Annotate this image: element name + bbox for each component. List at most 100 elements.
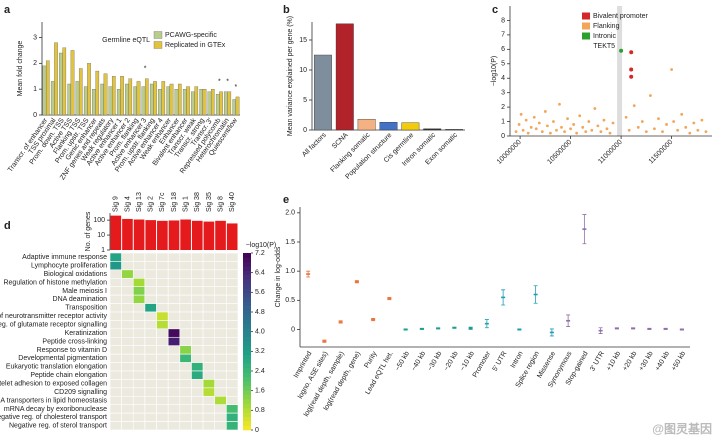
empty-cell bbox=[167, 320, 181, 330]
empty-cell bbox=[132, 303, 146, 313]
cell bbox=[132, 277, 146, 288]
empty-cell bbox=[191, 387, 204, 397]
row-label: ABCA transporters in lipid homeostasis bbox=[0, 397, 107, 404]
empty-cell bbox=[144, 328, 157, 338]
empty-cell bbox=[214, 353, 227, 363]
empty-cell bbox=[167, 261, 181, 271]
point bbox=[419, 328, 424, 330]
point bbox=[529, 125, 533, 129]
empty-cell bbox=[132, 252, 146, 262]
bar bbox=[401, 122, 420, 131]
x-tick-label: 11000000 bbox=[597, 139, 624, 166]
empty-cell bbox=[109, 379, 122, 389]
row-label: Male meiosis I bbox=[62, 288, 107, 295]
colorbar-tick-label: 0.8 bbox=[255, 407, 265, 414]
colorbar-segment bbox=[243, 350, 251, 356]
bar bbox=[50, 81, 55, 116]
bar bbox=[210, 89, 215, 116]
bar bbox=[177, 83, 182, 116]
bar bbox=[95, 70, 100, 116]
point bbox=[598, 329, 603, 332]
point bbox=[684, 125, 688, 129]
point bbox=[624, 115, 628, 119]
empty-cell bbox=[191, 303, 204, 313]
empty-cell bbox=[214, 379, 227, 389]
colorbar-segment bbox=[243, 345, 251, 351]
bar bbox=[108, 86, 113, 116]
x-tick-label: −30 kb bbox=[427, 350, 444, 372]
bar bbox=[166, 86, 171, 116]
panel-label: e bbox=[283, 194, 289, 206]
y-tick-label: 2.0 bbox=[285, 210, 295, 217]
y-tick-label: 2 bbox=[501, 104, 505, 111]
x-tick-label: +10 kb bbox=[606, 350, 623, 372]
y-axis-label: Mean fold change bbox=[17, 41, 24, 97]
empty-cell bbox=[179, 387, 192, 397]
empty-cell bbox=[144, 311, 157, 321]
empty-cell bbox=[144, 294, 157, 304]
point bbox=[582, 228, 587, 230]
point bbox=[566, 117, 569, 121]
y-tick-label: 0 bbox=[303, 127, 307, 134]
empty-cell bbox=[191, 353, 204, 363]
empty-cell bbox=[214, 320, 227, 330]
cell bbox=[109, 252, 122, 262]
empty-cell bbox=[191, 336, 204, 347]
bar bbox=[128, 78, 133, 116]
bar bbox=[219, 91, 223, 116]
empty-cell bbox=[202, 269, 216, 279]
bar bbox=[87, 63, 91, 116]
empty-cell bbox=[226, 336, 239, 347]
bar bbox=[232, 99, 237, 116]
cell bbox=[214, 395, 227, 406]
empty-cell bbox=[167, 277, 181, 288]
empty-cell bbox=[156, 252, 169, 262]
bar bbox=[423, 128, 442, 131]
y-tick-label: 7 bbox=[501, 32, 505, 39]
y-tick-label: 1.0 bbox=[285, 268, 295, 275]
point bbox=[676, 128, 680, 132]
empty-cell bbox=[144, 387, 157, 397]
empty-cell bbox=[202, 345, 216, 355]
point bbox=[560, 125, 563, 129]
colorbar-segment bbox=[243, 323, 251, 329]
bar bbox=[103, 73, 108, 116]
y-tick-label: 6 bbox=[501, 46, 505, 53]
colorbar-tick-label: 6.4 bbox=[255, 270, 265, 277]
empty-cell bbox=[109, 328, 122, 338]
point bbox=[575, 131, 579, 135]
cell bbox=[179, 353, 192, 363]
empty-cell bbox=[179, 277, 192, 288]
legend-label: PCAWG-specific bbox=[165, 32, 217, 39]
empty-cell bbox=[179, 269, 192, 279]
empty-cell bbox=[109, 336, 122, 347]
empty-cell bbox=[191, 320, 204, 330]
empty-cell bbox=[156, 395, 169, 406]
point bbox=[590, 128, 594, 132]
x-tick-label: +50 kb bbox=[671, 350, 688, 372]
empty-cell bbox=[144, 412, 157, 422]
empty-cell bbox=[191, 286, 204, 296]
empty-cell bbox=[202, 311, 216, 321]
cell bbox=[226, 412, 239, 422]
point bbox=[584, 130, 588, 134]
empty-cell bbox=[109, 412, 122, 422]
colorbar-segment bbox=[243, 363, 251, 369]
empty-cell bbox=[167, 387, 181, 397]
y-tick-label: 5 bbox=[303, 97, 307, 104]
empty-cell bbox=[156, 370, 169, 380]
point bbox=[534, 127, 538, 131]
y-tick-label: 8 bbox=[501, 17, 505, 24]
point bbox=[657, 117, 660, 121]
annotation: * bbox=[144, 66, 147, 73]
x-tick-label: 3′ UTR bbox=[589, 350, 606, 372]
empty-cell bbox=[202, 362, 216, 372]
colorbar-segment bbox=[243, 332, 251, 338]
empty-cell bbox=[214, 261, 227, 271]
y-axis-label: Mean variance explained per gene (%) bbox=[287, 16, 294, 136]
point bbox=[354, 280, 359, 283]
empty-cell bbox=[144, 421, 157, 431]
empty-cell bbox=[144, 379, 157, 389]
bar bbox=[92, 89, 96, 116]
gene-bar bbox=[168, 220, 180, 250]
